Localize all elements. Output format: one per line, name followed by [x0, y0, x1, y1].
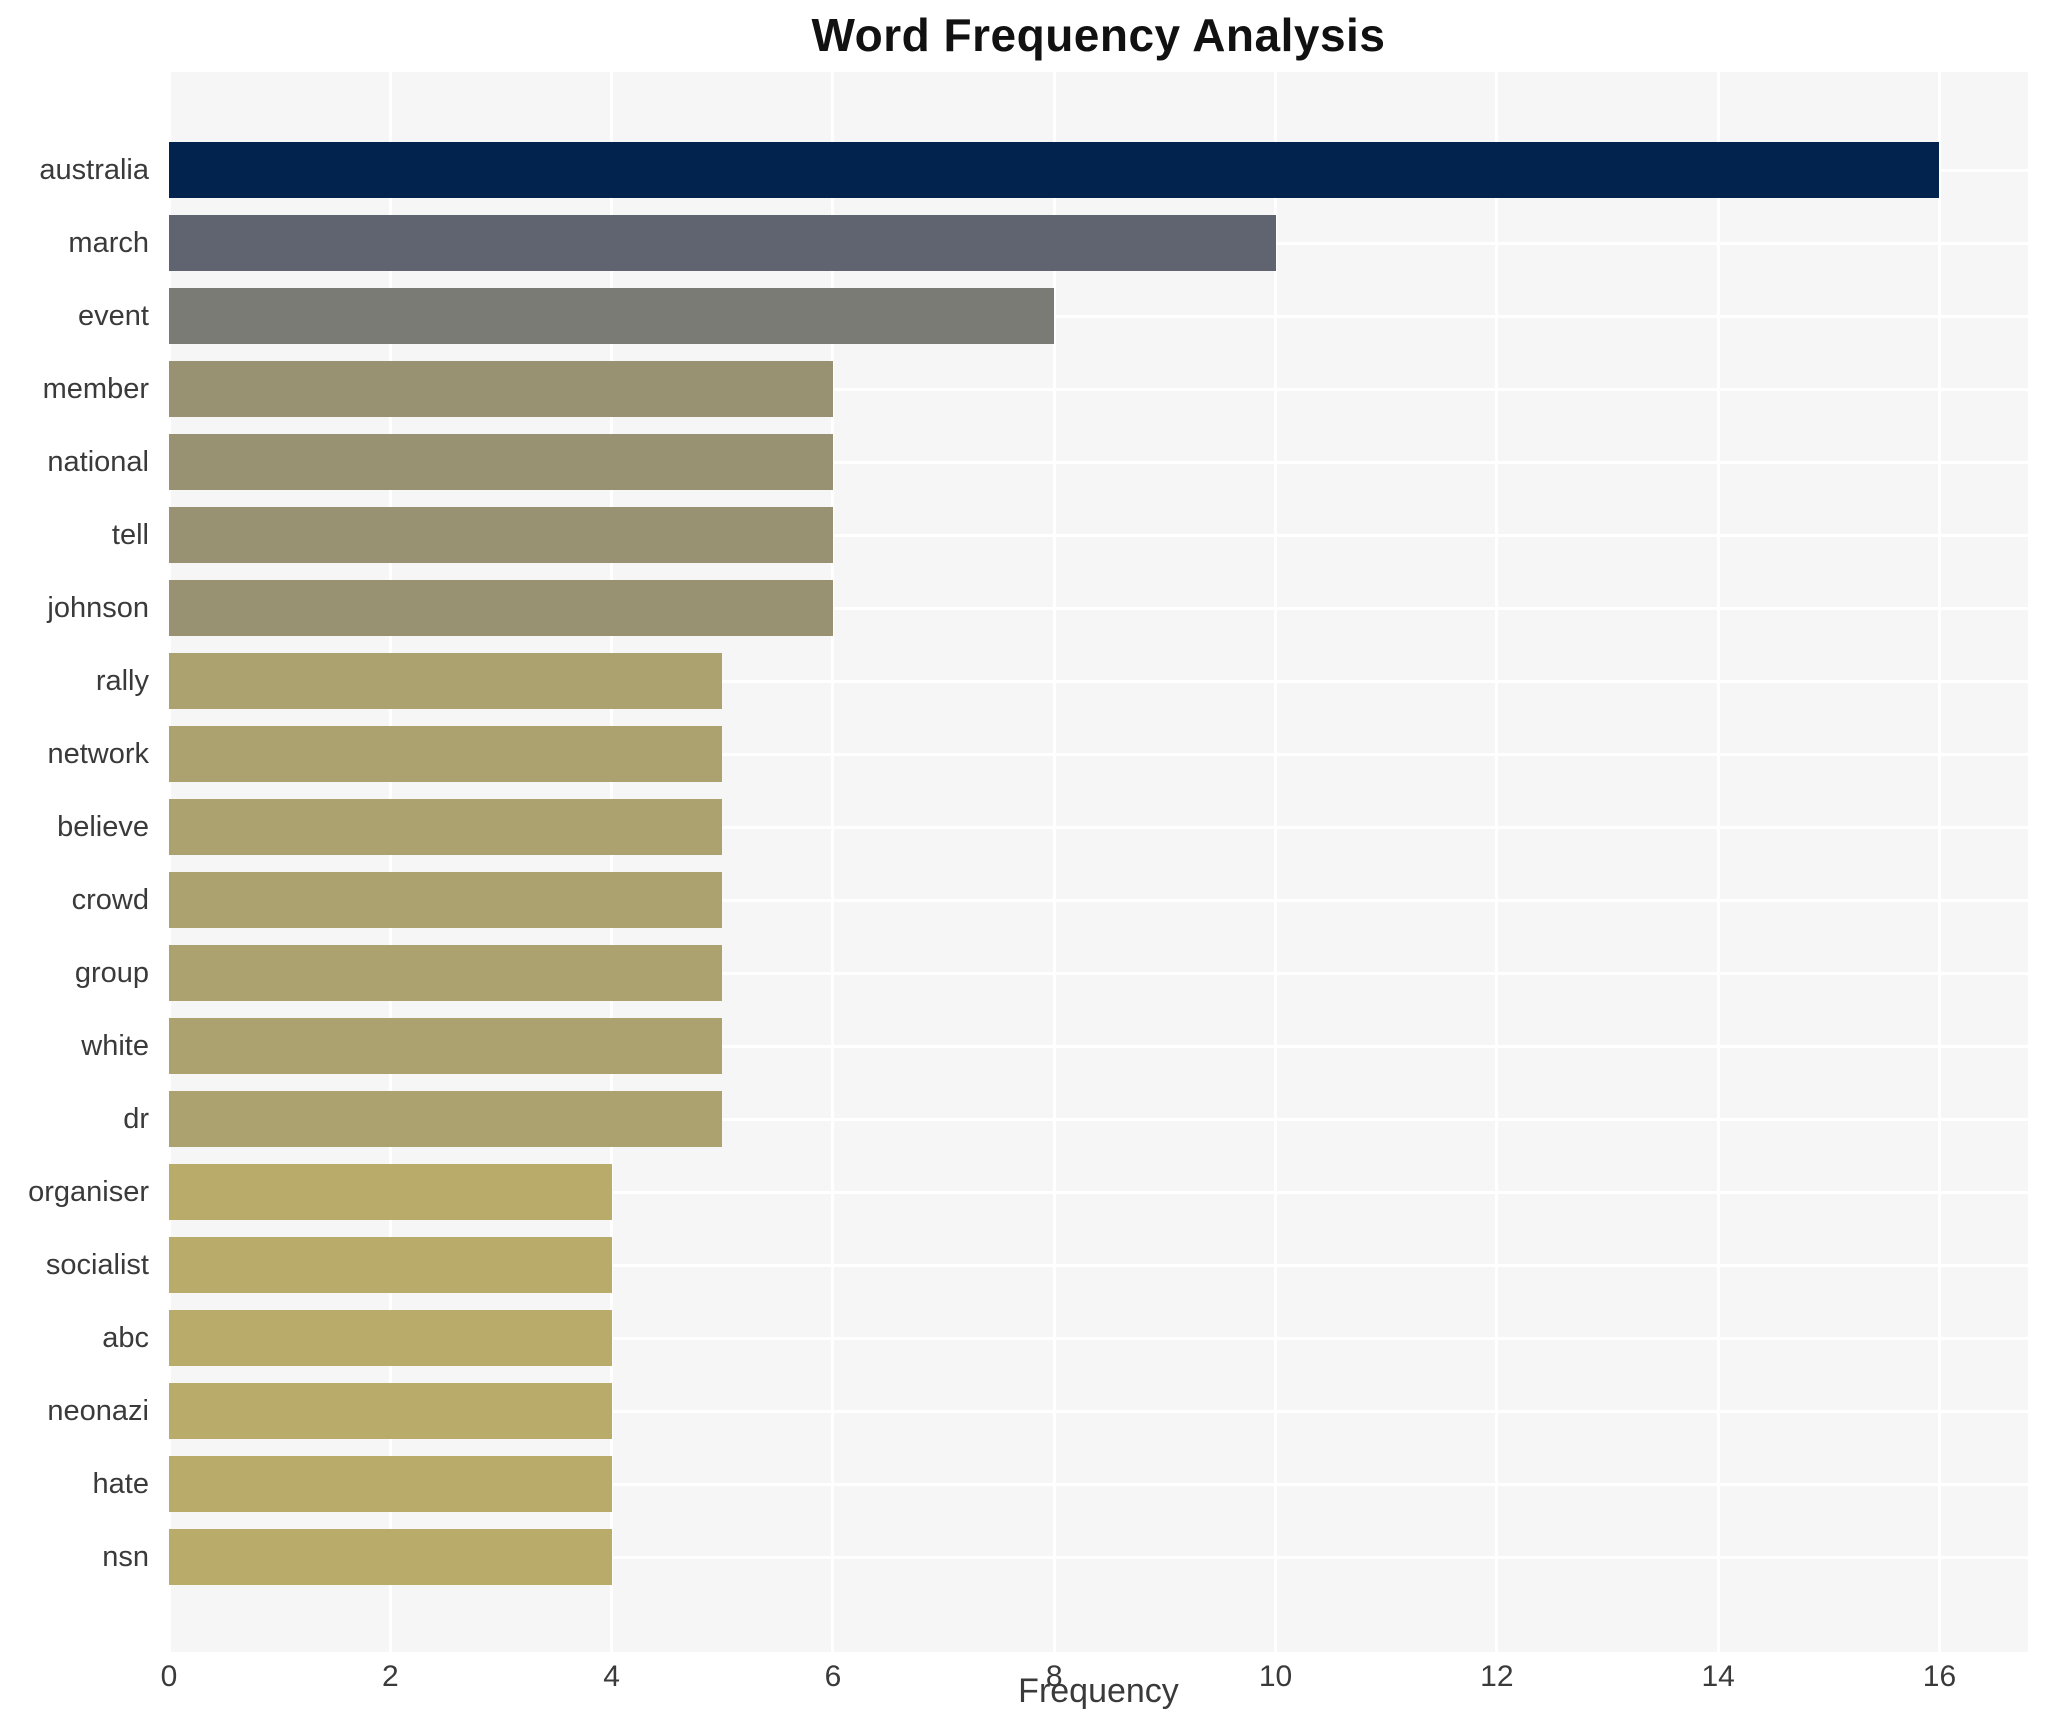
- x-gridline: [1716, 72, 1720, 1652]
- bar-national: [169, 434, 833, 490]
- bar-nsn: [169, 1529, 612, 1585]
- y-gridline: [169, 679, 2028, 683]
- y-tick-label: rally: [95, 665, 149, 697]
- x-tick-label: 6: [824, 1660, 842, 1693]
- plot-area: [167, 72, 2028, 1652]
- y-gridline: [169, 460, 2028, 464]
- y-gridline: [169, 606, 2028, 610]
- y-gridline: [169, 825, 2028, 829]
- bar-group: [169, 945, 723, 1001]
- x-tick-label: 12: [1480, 1660, 1514, 1693]
- x-gridline: [1937, 72, 1941, 1652]
- bar-white: [169, 1018, 723, 1074]
- bar-australia: [169, 142, 1940, 198]
- bar-believe: [169, 799, 723, 855]
- x-tick-label: 14: [1701, 1660, 1735, 1693]
- y-gridline: [169, 314, 2028, 318]
- bar-crowd: [169, 872, 723, 928]
- bar-event: [169, 288, 1055, 344]
- chart-title: Word Frequency Analysis: [811, 9, 1386, 61]
- y-gridline: [169, 971, 2028, 975]
- y-tick-label: socialist: [45, 1249, 149, 1281]
- y-gridline: [169, 1263, 2028, 1267]
- y-tick-label: event: [78, 300, 149, 332]
- x-tick-label: 0: [160, 1660, 178, 1693]
- y-gridline: [169, 1482, 2028, 1486]
- x-tick-label: 2: [381, 1660, 399, 1693]
- y-gridline: [169, 1044, 2028, 1048]
- bar-network: [169, 726, 723, 782]
- bar-socialist: [169, 1237, 612, 1293]
- y-gridline: [169, 387, 2028, 391]
- y-tick-label: abc: [102, 1322, 149, 1354]
- y-tick-label: nsn: [102, 1541, 149, 1573]
- x-gridline: [1274, 72, 1278, 1652]
- y-tick-label: white: [81, 1030, 149, 1062]
- x-axis-title: Frequency: [1018, 1672, 1179, 1710]
- x-tick-label: 10: [1258, 1660, 1293, 1693]
- y-tick-label: australia: [39, 154, 149, 186]
- y-tick-label: national: [47, 446, 149, 478]
- y-gridline: [169, 1117, 2028, 1121]
- y-tick-label: organiser: [28, 1176, 149, 1208]
- x-gridline: [1052, 72, 1056, 1652]
- bar-organiser: [169, 1164, 612, 1220]
- bar-abc: [169, 1310, 612, 1366]
- x-tick-label: 16: [1922, 1660, 1957, 1693]
- bar-march: [169, 215, 1276, 271]
- bar-johnson: [169, 580, 833, 636]
- y-gridline: [169, 1190, 2028, 1194]
- y-tick-label: dr: [123, 1103, 149, 1135]
- x-gridline: [167, 72, 171, 1652]
- x-gridline: [1495, 72, 1499, 1652]
- y-gridline: [169, 1555, 2028, 1559]
- y-tick-label: hate: [92, 1468, 149, 1500]
- y-gridline: [169, 533, 2028, 537]
- x-gridline: [610, 72, 614, 1652]
- y-gridline: [169, 1336, 2028, 1340]
- y-tick-label: neonazi: [47, 1395, 149, 1427]
- bar-neonazi: [169, 1383, 612, 1439]
- bar-tell: [169, 507, 833, 563]
- x-gridline: [388, 72, 392, 1652]
- y-tick-label: crowd: [71, 884, 149, 916]
- y-tick-label: group: [74, 957, 149, 989]
- x-tick-label: 4: [603, 1660, 620, 1693]
- y-tick-label: member: [42, 373, 149, 405]
- y-gridline: [169, 898, 2028, 902]
- y-tick-label: believe: [57, 811, 149, 843]
- y-tick-label: network: [47, 738, 149, 770]
- y-tick-label: march: [68, 227, 149, 259]
- x-tick-label: 8: [1045, 1660, 1063, 1693]
- bar-hate: [169, 1456, 612, 1512]
- bar-rally: [169, 653, 723, 709]
- bar-member: [169, 361, 833, 417]
- x-gridline: [831, 72, 835, 1652]
- y-gridline: [169, 1409, 2028, 1413]
- y-gridline: [169, 752, 2028, 756]
- bar-dr: [169, 1091, 723, 1147]
- y-tick-label: tell: [111, 519, 149, 551]
- y-tick-label: johnson: [47, 592, 149, 624]
